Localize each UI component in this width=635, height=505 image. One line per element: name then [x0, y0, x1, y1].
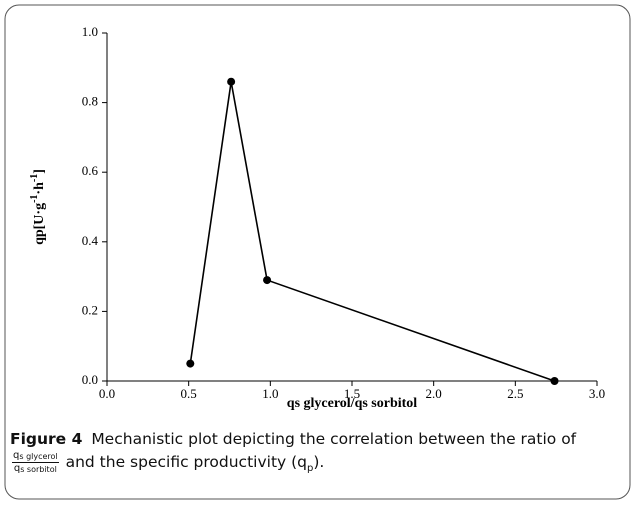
- x-tick-label: 1.5: [344, 386, 360, 401]
- denominator-sub: s sorbitol: [20, 465, 57, 474]
- x-tick-label: 2.5: [507, 386, 523, 401]
- y-tick-label: 0.2: [82, 302, 98, 317]
- y-tick-label: 1.0: [82, 24, 98, 39]
- y-label-part: ·h: [32, 182, 47, 195]
- caption: Figure 4 Mechanistic plot depicting the …: [10, 428, 622, 480]
- data-point: [263, 276, 272, 285]
- denominator: q: [13, 463, 21, 474]
- fraction: qs glycerol qs sorbitol: [12, 450, 59, 475]
- caption-text: ).: [313, 453, 325, 471]
- x-tick-label: 3.0: [589, 386, 605, 401]
- y-tick-label: 0.4: [82, 233, 99, 248]
- y-tick-label: 0.8: [82, 94, 98, 109]
- series-line: [189, 81, 555, 382]
- y-label-part: qp[U·g: [32, 203, 47, 245]
- numerator: q: [13, 450, 20, 461]
- y-tick-label: 0.0: [82, 372, 98, 387]
- y-label-sup: -1: [29, 174, 40, 182]
- y-axis-label: qp[U·g-1·h-1]: [29, 169, 47, 245]
- data-point: [227, 77, 236, 86]
- y-label-sup: -1: [29, 195, 40, 203]
- caption-sub: p: [307, 463, 314, 475]
- x-tick-label: 2.0: [426, 386, 442, 401]
- x-tick-label: 0.0: [99, 386, 115, 401]
- y-tick-label: 0.6: [82, 163, 99, 178]
- data-point: [186, 359, 195, 368]
- x-axis-label: qs glycerol/qs sorbitol: [287, 396, 418, 411]
- x-tick-label: 0.5: [181, 386, 197, 401]
- y-label-part: ]: [32, 169, 47, 174]
- caption-text: Mechanistic plot depicting the correlati…: [91, 430, 577, 448]
- caption-label: Figure 4: [10, 430, 83, 448]
- numerator-sub: s glycerol: [19, 452, 58, 461]
- caption-text: and the specific productivity (q: [65, 453, 308, 471]
- figure-border: [4, 4, 631, 500]
- x-tick-label: 1.0: [262, 386, 278, 401]
- data-point: [550, 377, 559, 385]
